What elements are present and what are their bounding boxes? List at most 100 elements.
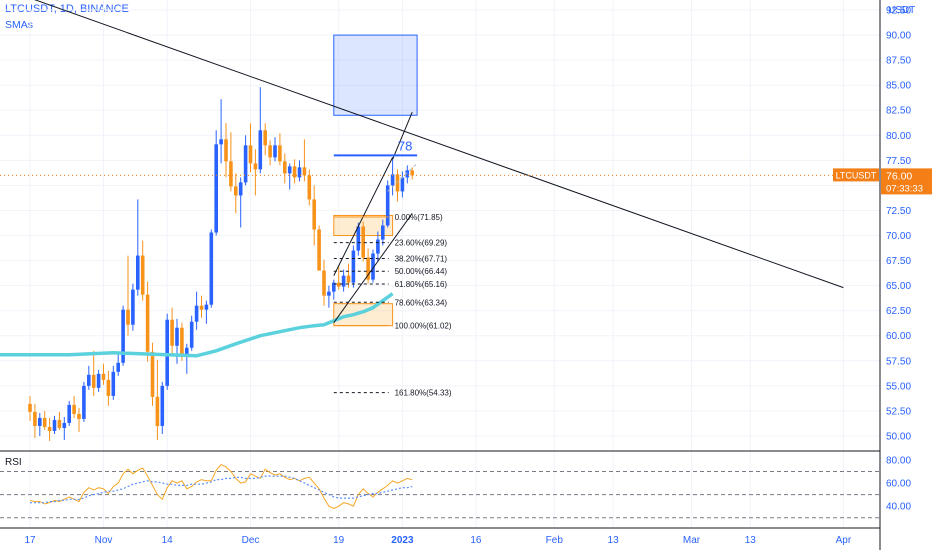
channel-upper-line: [333, 157, 394, 276]
candle-body: [170, 319, 174, 346]
chart-title: LTCUSDT, 1D, BINANCE: [5, 3, 129, 15]
price-tick-label: 55.00: [886, 381, 911, 392]
candle-body: [263, 130, 267, 146]
candle-body: [366, 257, 370, 280]
candle-body: [317, 229, 321, 271]
candle-body: [72, 404, 76, 414]
candle-body: [145, 294, 150, 352]
time-tick-label: 2023: [391, 535, 414, 546]
price-tick-label: 57.50: [886, 356, 911, 367]
candle-body: [126, 309, 130, 325]
candle-body: [189, 321, 194, 348]
candle-body: [351, 250, 356, 283]
channel-projection-line: [392, 112, 413, 160]
candle-body: [400, 177, 405, 192]
time-tick-label: Nov: [95, 535, 113, 546]
candle-body: [346, 275, 351, 283]
price-tick-label: 62.50: [886, 306, 911, 317]
candle-body: [165, 319, 169, 386]
price-tick-label: 82.50: [886, 106, 911, 117]
fib-level-label: 78.60%(63.34): [395, 298, 448, 307]
time-tick-label: Mar: [683, 535, 701, 546]
candle-body: [385, 185, 390, 226]
candle-body: [243, 145, 248, 183]
price-tick-label: 65.00: [886, 281, 911, 292]
fib-zone: [333, 303, 394, 327]
candle-body: [327, 291, 331, 296]
rsi-tick-label: 40.00: [886, 502, 911, 513]
candle-body: [96, 373, 101, 388]
grid-layer: [0, 0, 880, 527]
candle-body: [248, 145, 253, 164]
indicator-legend[interactable]: SMAs: [5, 19, 34, 31]
fib-level-label: 100.00%(61.02): [395, 322, 452, 331]
time-tick-label: 19: [333, 535, 345, 546]
target-box: [333, 34, 418, 116]
price-tick-label: 85.00: [886, 81, 911, 92]
candle-body: [101, 373, 106, 380]
fib-level-label: 38.20%(67.71): [395, 254, 448, 263]
price-tick-label: 77.50: [886, 156, 911, 167]
candle-body: [322, 270, 326, 296]
fib-level-label: 50.00%(66.44): [395, 267, 448, 276]
candle-body: [33, 411, 37, 426]
last-price-value: 76.00: [886, 170, 912, 182]
candle-body: [297, 167, 302, 178]
candle-body: [57, 419, 62, 428]
price-tick-label: 92.50: [886, 6, 911, 17]
currency-label: USDT: [888, 5, 915, 16]
candle-body: [111, 371, 116, 396]
time-tick-label: Feb: [546, 535, 564, 546]
target-level-label: 78: [398, 138, 412, 153]
candle-body: [302, 167, 307, 176]
last-price-countdown: 07:33:33: [886, 183, 923, 194]
candle-body: [131, 289, 135, 325]
candle-body: [361, 226, 365, 258]
candle-body: [381, 225, 385, 240]
candle-body: [185, 347, 189, 356]
candle-body: [341, 275, 346, 287]
fib-levels-layer: 0.00%(71.85) 23.60%(69.29) 38.20%(67.71) 50…: [333, 213, 452, 398]
candle-body: [38, 417, 42, 426]
candle-body: [67, 404, 71, 423]
trend-line: [34, 0, 844, 289]
candle-body: [356, 226, 361, 251]
candle-body: [199, 305, 204, 310]
price-tick-label: 60.00: [886, 331, 911, 342]
candle-body: [278, 145, 282, 162]
candle-body: [283, 161, 287, 174]
candle-body: [180, 327, 184, 356]
rsi-tick-label: 60.00: [886, 479, 911, 490]
candle-body: [234, 186, 238, 196]
candles-layer: [28, 87, 414, 441]
price-tick-label: 87.50: [886, 56, 911, 67]
fib-level-label: 0.00%(71.85): [395, 213, 443, 222]
sma-layer: [0, 292, 394, 358]
price-tick-label: 67.50: [886, 256, 911, 267]
candle-body: [312, 199, 316, 230]
candle-body: [224, 139, 228, 162]
candle-body: [160, 385, 165, 426]
candle-body: [307, 175, 312, 200]
candle-body: [219, 139, 223, 145]
candle-body: [28, 403, 32, 412]
candle-body: [376, 239, 380, 254]
price-tick-label: 90.00: [886, 31, 911, 42]
candle-body: [268, 145, 272, 158]
candle-body: [253, 163, 258, 170]
channel-dashed-extension: [387, 163, 418, 192]
price-tick-label: 80.00: [886, 131, 911, 142]
candle-body: [106, 379, 111, 396]
candle-body: [175, 327, 179, 346]
fib-level-label: 161.80%(54.33): [395, 389, 452, 398]
time-tick-label: 14: [162, 535, 174, 546]
candle-body: [77, 413, 81, 419]
candle-body: [292, 166, 297, 178]
channel-lower-line: [333, 213, 413, 324]
time-tick-label: Dec: [242, 535, 260, 546]
last-price-badge: [881, 168, 932, 195]
candle-body: [209, 232, 214, 305]
candle-body: [194, 305, 199, 322]
